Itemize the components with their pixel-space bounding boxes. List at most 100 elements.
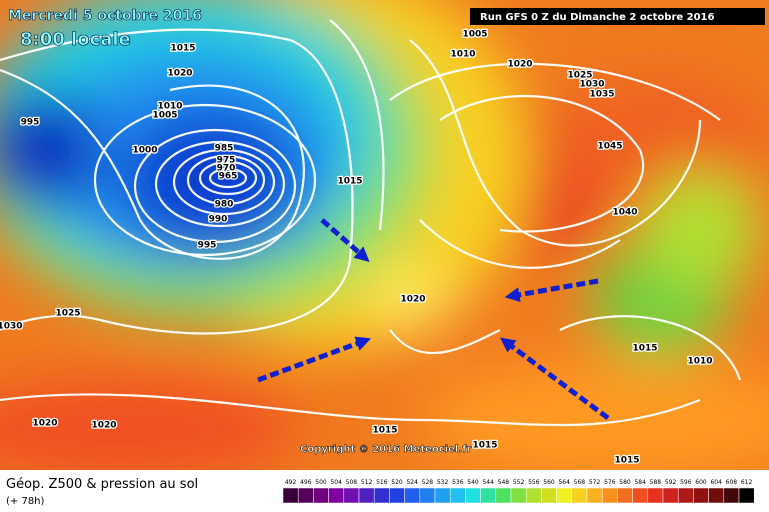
scale-swatch [419, 487, 436, 504]
scale-label: 604 [710, 479, 722, 486]
scale-label: 504 [330, 479, 342, 486]
scale-label: 532 [437, 479, 449, 486]
isobar-label: 1015 [472, 441, 497, 451]
isobar-label: 985 [215, 144, 234, 154]
isobar-label: 980 [215, 200, 234, 210]
isobar-label: 1015 [337, 177, 362, 187]
isobar-label: 1020 [507, 60, 532, 70]
legend-title: Géop. Z500 & pression au sol [6, 477, 198, 492]
scale-swatch [404, 487, 421, 504]
isobar-label: 965 [219, 172, 238, 182]
isobar-label: 1035 [589, 90, 614, 100]
scale-swatch [313, 487, 329, 504]
scale-label: 548 [498, 479, 510, 486]
isobar-label: 1030 [579, 80, 604, 90]
scale-label: 568 [574, 479, 586, 486]
isobar-label: 1010 [687, 357, 712, 367]
background-field [0, 0, 769, 480]
scale-swatch [465, 487, 481, 504]
scale-swatch [510, 487, 527, 504]
scale-swatch [571, 487, 588, 504]
scale-label: 572 [589, 479, 601, 486]
scale-swatch [480, 487, 497, 504]
isobar-label: 1015 [170, 44, 195, 54]
scale-label: 560 [543, 479, 555, 486]
isobar-label: 1005 [462, 30, 487, 40]
scale-swatch [677, 487, 694, 504]
scale-label: 508 [346, 479, 358, 486]
isobar-label: 970 [217, 164, 236, 174]
date: Mercredi 5 octobre 2016 [8, 8, 202, 24]
scale-label: 528 [422, 479, 434, 486]
scale-label: 512 [361, 479, 373, 486]
isobar-label: 1000 [132, 146, 157, 156]
scale-swatch [708, 487, 725, 504]
scale-label: 580 [619, 479, 631, 486]
scale-swatch [662, 487, 679, 504]
legend-lead: (+ 78h) [6, 496, 45, 507]
scale-swatch [449, 487, 466, 504]
isobar-label: 1015 [632, 344, 657, 354]
scale-label: 576 [604, 479, 616, 486]
scale-swatch [389, 487, 405, 504]
scale-label: 588 [650, 479, 662, 486]
scale-swatch [556, 487, 573, 504]
isobar-label: 1020 [32, 419, 57, 429]
scale-swatch [601, 487, 618, 504]
color-scale: 492 496 500 504 508 512 516 520 524 528 532 536 540 5… [282, 479, 755, 504]
scale-label: 592 [665, 479, 677, 486]
scale-label: 596 [680, 479, 692, 486]
copyright: Copyright © 2016 Meteociel.fr [300, 444, 471, 455]
scale-label: 564 [558, 479, 570, 486]
isobar-label: 1030 [0, 322, 23, 332]
isobar-label: 1010 [450, 50, 475, 60]
scale-swatch [282, 487, 299, 504]
scale-label: 540 [467, 479, 479, 486]
scale-label: 612 [741, 479, 753, 486]
scale-swatch [373, 487, 390, 504]
scale-label: 492 [285, 479, 297, 486]
scale-swatch [586, 487, 603, 504]
isobar-label: 1020 [167, 69, 192, 79]
run-box [470, 8, 765, 25]
isobar-label: 1040 [612, 208, 637, 218]
scale-swatch [434, 487, 451, 504]
isobar-label: 990 [209, 215, 228, 225]
scale-swatch [723, 487, 740, 504]
scale-label: 524 [406, 479, 418, 486]
scale-label: 608 [726, 479, 738, 486]
isobar-label: 1005 [152, 111, 177, 121]
scale-swatch [541, 487, 557, 504]
isobar-label: 995 [198, 241, 217, 251]
isobar-label: 1015 [372, 426, 397, 436]
scale-label: 516 [376, 479, 388, 486]
scale-label: 496 [300, 479, 312, 486]
scale-label: 552 [513, 479, 525, 486]
scale-label: 584 [634, 479, 646, 486]
isobar-label: 1015 [614, 456, 639, 466]
scale-swatch [632, 487, 649, 504]
scale-swatch [358, 487, 375, 504]
scale-label: 500 [315, 479, 327, 486]
isobar-label: 1020 [400, 295, 425, 305]
arrows [257, 218, 610, 421]
scale-label: 600 [695, 479, 707, 486]
isobar-label: 1020 [91, 421, 116, 431]
run-info: Run GFS 0 Z du Dimanche 2 octobre 2016 [480, 12, 715, 23]
scale-swatch [297, 487, 314, 504]
isobar-label: 1025 [55, 309, 80, 319]
time: 8:00 locale [20, 29, 131, 50]
scale-label: 536 [452, 479, 464, 486]
scale-swatch [647, 487, 664, 504]
scale-label: 544 [482, 479, 494, 486]
scale-swatch [343, 487, 360, 504]
scale-label: 556 [528, 479, 540, 486]
isobar-label: 1010 [157, 102, 182, 112]
isobar-label: 1025 [567, 71, 592, 81]
scale-swatch [738, 487, 755, 504]
isobar-label: 1045 [597, 142, 622, 152]
scale-swatch [525, 487, 542, 504]
isobars [0, 19, 742, 427]
